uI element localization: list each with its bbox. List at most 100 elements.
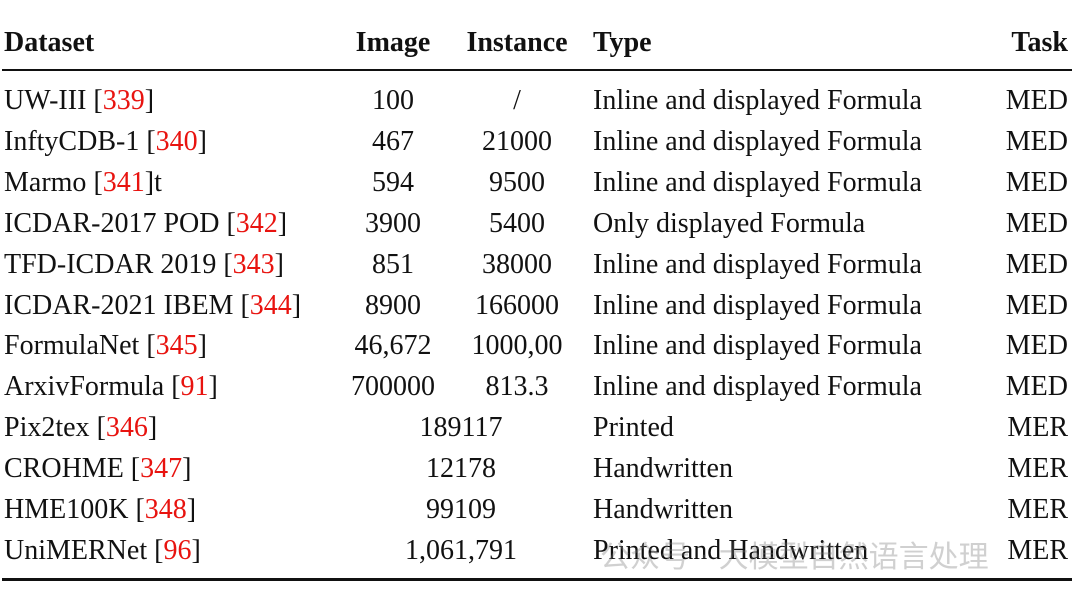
task-cell: MED (1005, 371, 1068, 403)
citation-link[interactable]: 96 (163, 534, 192, 566)
image-cell: 594 (372, 166, 414, 198)
task-cell: MED (1005, 248, 1068, 280)
citation-link[interactable]: 346 (105, 412, 148, 444)
header-instance: Instance (466, 27, 568, 58)
table-row: FormulaNet [345] 46,672 1000,00 Inline and … (0, 325, 1080, 366)
dataset-name: ICDAR-2021 IBEM (4, 289, 234, 321)
type-cell: Inline and displayed Formula (593, 371, 922, 403)
image-instance-merged-cell: 99109 (426, 494, 496, 525)
type-cell: Inline and displayed Formula (593, 125, 922, 157)
citation-link[interactable]: 342 (235, 207, 278, 239)
header-image: Image (355, 27, 431, 58)
dataset-cell: ICDAR-2017 POD [342] (4, 207, 288, 239)
dataset-name: CROHME (4, 453, 124, 485)
table-row: UniMERNet [96] 1,061,791 Printed and Handw… (0, 530, 1080, 571)
dataset-name: HME100K (4, 494, 129, 525)
table-row: ICDAR-2021 IBEM [344] 8900 166000 Inline an… (0, 285, 1080, 326)
task-cell: MED (1005, 85, 1068, 116)
dataset-name: UW-III (4, 85, 87, 116)
table-header: Dataset Image Instance Type Task (0, 22, 1080, 63)
citation-link[interactable]: 340 (155, 125, 198, 157)
task-cell: MED (1005, 207, 1068, 239)
dataset-cell: HME100K [348] (4, 494, 197, 525)
dataset-cell: ArxivFormula [91] (4, 371, 218, 403)
type-cell: Only displayed Formula (593, 207, 866, 239)
dataset-name: InftyCDB-1 (4, 125, 140, 157)
image-cell: 467 (372, 125, 414, 157)
citation-link[interactable]: 347 (140, 453, 183, 485)
dataset-cell: TFD-ICDAR 2019 [343] (4, 248, 284, 280)
header-task: Task (1011, 27, 1068, 58)
table-row: Marmo [341]t 594 9500 Inline and displayed … (0, 162, 1080, 203)
table-row: InftyCDB-1 [340] 467 21000 Inline and displ… (0, 121, 1080, 162)
dataset-cell: UniMERNet [96] (4, 534, 201, 566)
citation-link[interactable]: 339 (102, 85, 145, 116)
dataset-cell: Pix2tex [346] (4, 412, 158, 444)
task-cell: MED (1005, 330, 1068, 362)
instance-cell: 166000 (475, 289, 559, 321)
image-cell: 851 (372, 248, 414, 280)
header-type: Type (593, 27, 652, 58)
dataset-cell: CROHME [347] (4, 453, 192, 485)
instance-cell: 9500 (489, 166, 545, 198)
image-instance-merged-cell: 1,061,791 (405, 534, 517, 566)
dataset-name: Marmo (4, 166, 87, 198)
dataset-name: FormulaNet (4, 330, 140, 362)
table-row: CROHME [347] 12178 Handwritten MER (0, 448, 1080, 489)
image-instance-merged-cell: 189117 (419, 412, 503, 444)
dataset-cell: Marmo [341]t (4, 166, 162, 198)
citation-link[interactable]: 344 (249, 289, 292, 321)
instance-cell: 21000 (482, 125, 552, 157)
instance-cell: 1000,00 (471, 330, 563, 362)
image-instance-merged-cell: 12178 (426, 453, 496, 485)
citation-link[interactable]: 348 (144, 494, 187, 525)
header-rule (2, 69, 1072, 71)
dataset-cell: InftyCDB-1 [340] (4, 125, 207, 157)
task-cell: MED (1005, 166, 1068, 198)
dataset-cell: ICDAR-2021 IBEM [344] (4, 289, 302, 321)
table-row: ICDAR-2017 POD [342] 3900 5400 Only display… (0, 203, 1080, 244)
image-cell: 46,672 (354, 330, 432, 362)
task-cell: MER (1007, 453, 1068, 485)
type-cell: Handwritten (593, 453, 733, 485)
instance-cell: / (513, 85, 521, 116)
type-cell: Inline and displayed Formula (593, 289, 922, 321)
instance-cell: 38000 (482, 248, 552, 280)
dataset-cell: UW-III [339] (4, 85, 155, 116)
citation-link[interactable]: 343 (232, 248, 275, 280)
table-row: HME100K [348] 99109 Handwritten MER (0, 489, 1080, 530)
header-dataset: Dataset (4, 27, 95, 58)
table-row: TFD-ICDAR 2019 [343] 851 38000 Inline and d… (0, 244, 1080, 285)
task-cell: MED (1005, 289, 1068, 321)
image-cell: 700000 (351, 371, 435, 403)
dataset-suffix: t (154, 166, 162, 198)
type-cell: Inline and displayed Formula (593, 330, 922, 362)
type-cell: Inline and displayed Formula (593, 248, 922, 280)
dataset-name: Pix2tex (4, 412, 90, 444)
dataset-name: ICDAR-2017 POD (4, 207, 220, 239)
table-row: UW-III [339] 100 / Inline and displayed For… (0, 80, 1080, 121)
image-cell: 100 (372, 85, 414, 116)
instance-cell: 813.3 (485, 371, 549, 403)
image-cell: 3900 (365, 207, 421, 239)
task-cell: MER (1007, 534, 1068, 566)
task-cell: MER (1007, 412, 1068, 444)
citation-link[interactable]: 345 (155, 330, 198, 362)
dataset-name: TFD-ICDAR 2019 (4, 248, 224, 280)
task-cell: MER (1007, 494, 1068, 525)
instance-cell: 5400 (489, 207, 545, 239)
type-cell: Handwritten (593, 494, 733, 525)
type-cell: Inline and displayed Formula (593, 166, 922, 198)
image-cell: 8900 (365, 289, 421, 321)
bottom-rule (2, 578, 1072, 581)
table-row: ArxivFormula [91] 700000 813.3 Inline and d… (0, 366, 1080, 407)
dataset-name: ArxivFormula (4, 371, 165, 403)
dataset-name: UniMERNet (4, 534, 148, 566)
task-cell: MED (1005, 125, 1068, 157)
dataset-cell: FormulaNet [345] (4, 330, 207, 362)
citation-link[interactable]: 91 (180, 371, 209, 403)
citation-link[interactable]: 341 (102, 166, 145, 198)
type-cell: Inline and displayed Formula (593, 85, 922, 116)
type-cell: Printed (593, 412, 674, 444)
type-cell: Printed and Handwritten (593, 534, 869, 566)
